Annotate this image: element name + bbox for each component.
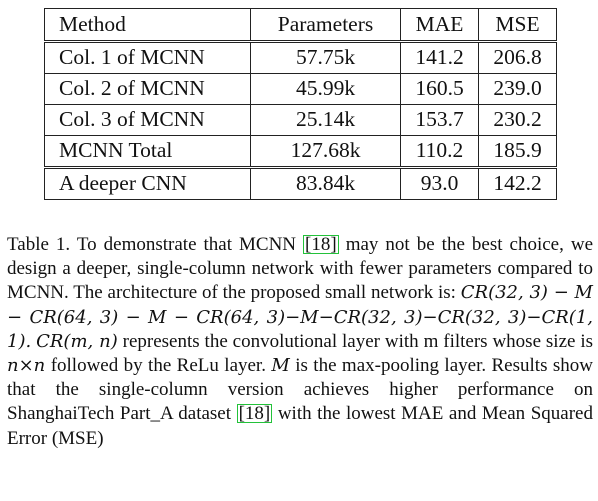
cell-mse-best: 142.2	[478, 167, 557, 200]
caption-text: with the lowest MAE and Mean Squared Err…	[7, 403, 593, 449]
cell-parameters: 83.84k	[250, 167, 401, 200]
table-caption: Table 1. To demonstrate that MCNN [18] m…	[7, 233, 593, 451]
cell-method: MCNN Total	[44, 135, 251, 169]
cell-mse: 230.2	[478, 104, 557, 136]
cell-mse: 239.0	[478, 73, 557, 105]
cell-mae: 110.2	[400, 135, 479, 169]
cell-mae: 141.2	[400, 41, 479, 74]
caption-text: is the max-pooling layer. Results show t…	[7, 355, 593, 425]
cell-mse: 185.9	[478, 135, 557, 169]
cell-parameters: 45.99k	[250, 73, 401, 105]
table-row: A deeper CNN 83.84k 93.0 142.2	[44, 167, 557, 200]
caption-text: followed by the ReLu layer.	[45, 355, 272, 377]
citation-link[interactable]: [18]	[303, 234, 339, 255]
cell-method: Col. 3 of MCNN	[44, 104, 251, 136]
header-mae: MAE	[400, 8, 479, 43]
cell-parameters: 127.68k	[250, 135, 401, 169]
architecture-formula: CR(32, 3) − M − CR(64, 3) − M − CR(64, 3…	[7, 282, 593, 352]
cell-method: A deeper CNN	[44, 167, 251, 200]
results-table: Method Parameters MAE MSE Col. 1 of MCNN…	[44, 8, 557, 200]
header-mse: MSE	[478, 8, 557, 43]
header-parameters: Parameters	[250, 8, 401, 43]
maxpool-notation: M	[271, 355, 290, 377]
cell-mae: 153.7	[400, 104, 479, 136]
results-table-container: Method Parameters MAE MSE Col. 1 of MCNN…	[44, 8, 557, 200]
cell-mae: 160.5	[400, 73, 479, 105]
cell-mse: 206.8	[478, 41, 557, 74]
table-row: Col. 3 of MCNN 25.14k 153.7 230.2	[44, 104, 557, 136]
cell-method: Col. 1 of MCNN	[44, 41, 251, 74]
filter-size-notation: n×n	[7, 355, 46, 377]
table-row: Col. 2 of MCNN 45.99k 160.5 239.0	[44, 73, 557, 105]
caption-text: Table 1. To demonstrate that MCNN	[7, 234, 304, 255]
caption-text: may not be the best choice, we design a …	[7, 234, 594, 304]
table-row: Col. 1 of MCNN 57.75k 141.2 206.8	[44, 41, 557, 74]
cell-parameters: 25.14k	[250, 104, 401, 136]
cell-method: Col. 2 of MCNN	[44, 73, 251, 105]
caption-text: represents the convolutional layer with …	[117, 330, 594, 352]
citation-link[interactable]: [18]	[236, 403, 273, 425]
header-method: Method	[44, 8, 251, 43]
table-header-row: Method Parameters MAE MSE	[44, 8, 557, 43]
layer-notation: CR(m, n)	[36, 330, 118, 352]
cell-mae-best: 93.0	[400, 167, 479, 200]
cell-parameters: 57.75k	[250, 41, 401, 74]
table-row: MCNN Total 127.68k 110.2 185.9	[44, 135, 557, 169]
